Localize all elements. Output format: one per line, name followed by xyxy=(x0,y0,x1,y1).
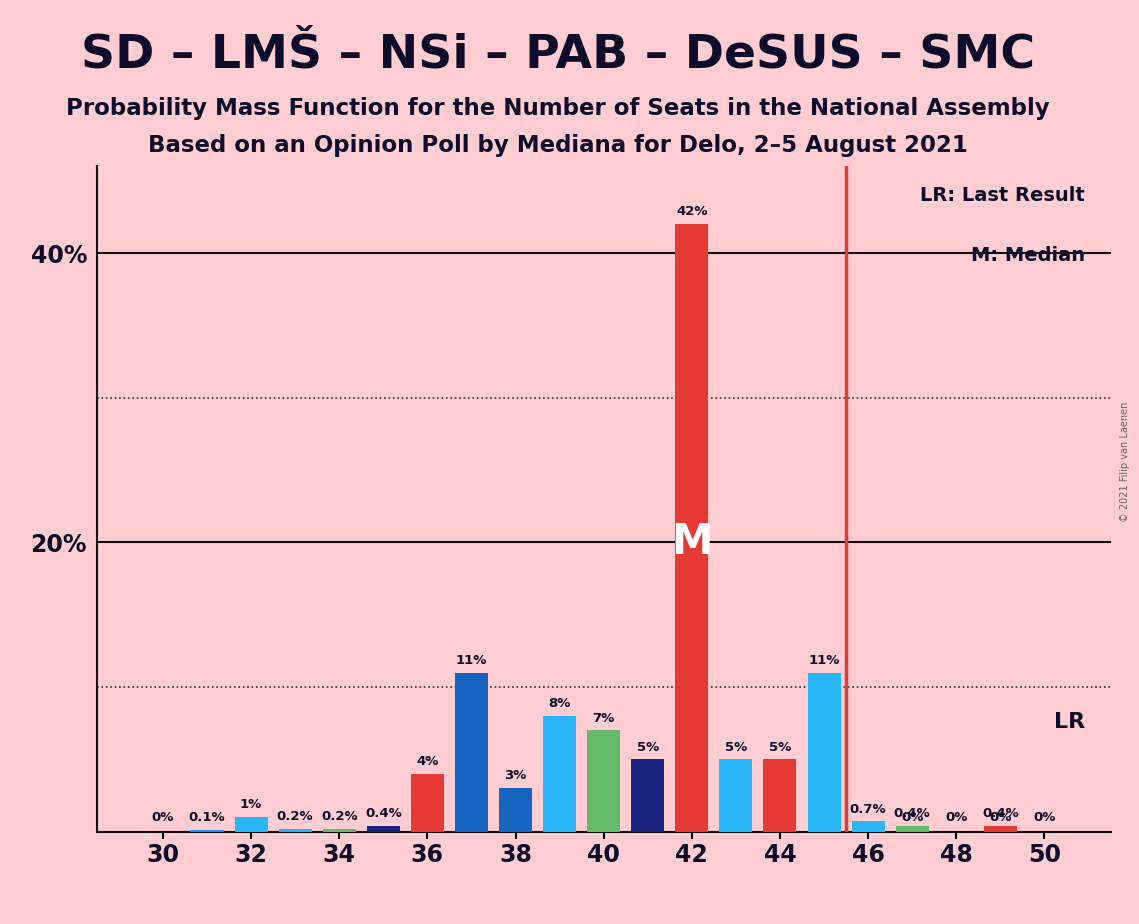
Bar xyxy=(852,821,885,832)
Text: 0.4%: 0.4% xyxy=(894,807,931,820)
Text: 5%: 5% xyxy=(769,740,792,753)
Text: 0%: 0% xyxy=(989,811,1011,824)
Bar xyxy=(411,773,444,832)
Text: 0.4%: 0.4% xyxy=(364,807,402,820)
Bar xyxy=(279,829,312,832)
Bar xyxy=(631,760,664,832)
Bar xyxy=(454,673,487,832)
Text: 8%: 8% xyxy=(548,697,571,711)
Text: 0%: 0% xyxy=(945,811,967,824)
Text: 0.2%: 0.2% xyxy=(321,810,358,823)
Text: 3%: 3% xyxy=(505,770,526,783)
Text: M: Median: M: Median xyxy=(972,246,1085,265)
Text: 0.4%: 0.4% xyxy=(982,807,1018,820)
Bar xyxy=(322,829,355,832)
Text: LR: LR xyxy=(1054,711,1085,732)
Bar xyxy=(499,788,532,832)
Text: 0.7%: 0.7% xyxy=(850,803,886,816)
Text: 11%: 11% xyxy=(809,653,839,667)
Bar xyxy=(720,760,753,832)
Text: 7%: 7% xyxy=(592,711,615,724)
Text: 11%: 11% xyxy=(456,653,487,667)
Text: Based on an Opinion Poll by Mediana for Delo, 2–5 August 2021: Based on an Opinion Poll by Mediana for … xyxy=(148,134,968,157)
Bar xyxy=(190,830,223,832)
Text: LR: Last Result: LR: Last Result xyxy=(920,187,1085,205)
Bar xyxy=(543,716,576,832)
Bar xyxy=(235,817,268,832)
Text: 0.1%: 0.1% xyxy=(189,811,226,824)
Text: 0%: 0% xyxy=(901,811,924,824)
Bar xyxy=(587,730,621,832)
Bar xyxy=(895,826,928,832)
Bar xyxy=(808,673,841,832)
Text: 0%: 0% xyxy=(1033,811,1056,824)
Text: M: M xyxy=(671,521,713,564)
Bar xyxy=(367,826,400,832)
Bar xyxy=(984,826,1017,832)
Text: © 2021 Filip van Laenen: © 2021 Filip van Laenen xyxy=(1121,402,1130,522)
Text: 5%: 5% xyxy=(637,740,658,753)
Text: 1%: 1% xyxy=(240,798,262,811)
Text: 0.2%: 0.2% xyxy=(277,810,313,823)
Text: 5%: 5% xyxy=(724,740,747,753)
Text: Probability Mass Function for the Number of Seats in the National Assembly: Probability Mass Function for the Number… xyxy=(66,97,1050,120)
Text: 4%: 4% xyxy=(416,755,439,768)
Bar xyxy=(675,225,708,832)
Text: 0%: 0% xyxy=(151,811,174,824)
Bar xyxy=(763,760,796,832)
Text: 42%: 42% xyxy=(677,205,707,218)
Text: SD – LMŠ – NSi – PAB – DeSUS – SMC: SD – LMŠ – NSi – PAB – DeSUS – SMC xyxy=(81,32,1035,78)
